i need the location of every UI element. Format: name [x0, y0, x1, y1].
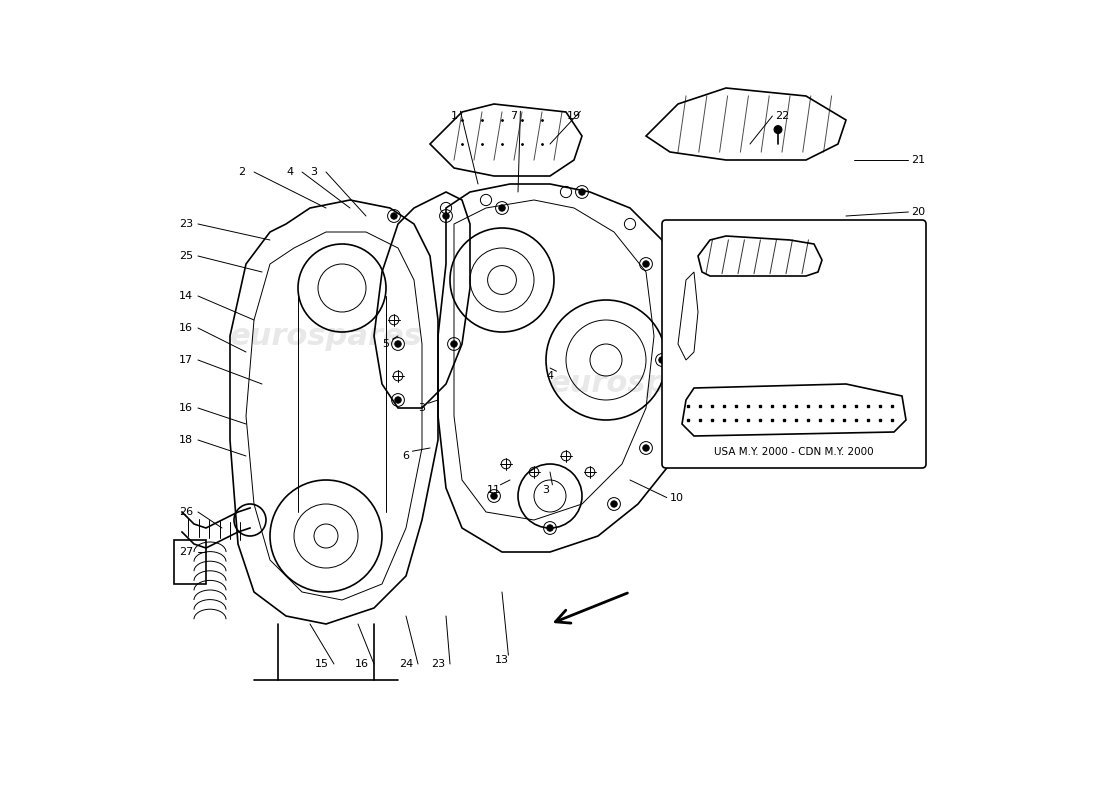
Text: 25: 25	[179, 251, 194, 261]
Text: 21: 21	[911, 155, 925, 165]
Text: 11: 11	[487, 485, 500, 494]
Text: 13: 13	[495, 655, 509, 665]
Text: 18: 18	[179, 435, 194, 445]
Text: 21: 21	[707, 394, 721, 403]
Text: 10: 10	[670, 493, 683, 502]
Text: 20: 20	[911, 207, 925, 217]
Text: 7: 7	[510, 111, 518, 121]
Circle shape	[498, 205, 505, 211]
Text: 14: 14	[179, 291, 194, 301]
Text: 4: 4	[286, 167, 294, 177]
Text: 24: 24	[399, 659, 414, 669]
Circle shape	[395, 341, 402, 347]
Text: 3: 3	[310, 167, 318, 177]
Text: 29: 29	[707, 299, 721, 309]
Text: 1: 1	[451, 111, 458, 121]
Text: USA M.Y. 2000 - CDN M.Y. 2000: USA M.Y. 2000 - CDN M.Y. 2000	[714, 447, 873, 457]
Text: eurospares: eurospares	[550, 370, 742, 398]
FancyArrowPatch shape	[556, 593, 627, 623]
Circle shape	[610, 501, 617, 507]
FancyBboxPatch shape	[662, 220, 926, 468]
Text: 19: 19	[566, 111, 581, 121]
Text: 9: 9	[698, 426, 705, 435]
Text: 12: 12	[911, 351, 925, 361]
Circle shape	[395, 397, 402, 403]
Text: 22: 22	[774, 111, 789, 121]
Text: 20: 20	[727, 394, 740, 403]
Text: 28: 28	[741, 303, 755, 313]
Circle shape	[659, 357, 666, 363]
Text: 6: 6	[403, 451, 409, 461]
Text: 30: 30	[829, 339, 843, 349]
Text: 8: 8	[720, 426, 728, 435]
Text: 15: 15	[315, 659, 329, 669]
Text: 23: 23	[179, 219, 194, 229]
Text: 5: 5	[383, 339, 389, 349]
Circle shape	[547, 525, 553, 531]
Text: 31: 31	[806, 339, 820, 349]
Text: 16: 16	[179, 323, 192, 333]
Text: 3: 3	[542, 485, 550, 494]
Circle shape	[579, 189, 585, 195]
Text: 26: 26	[179, 507, 194, 517]
Circle shape	[642, 261, 649, 267]
Text: 27: 27	[179, 547, 194, 557]
Circle shape	[642, 445, 649, 451]
Circle shape	[443, 213, 449, 219]
Text: eurospares: eurospares	[230, 322, 422, 350]
Text: 3: 3	[418, 403, 426, 413]
Text: 16: 16	[179, 403, 192, 413]
Circle shape	[491, 493, 497, 499]
Text: 2: 2	[239, 167, 245, 177]
Circle shape	[774, 126, 782, 134]
Text: 4: 4	[547, 371, 553, 381]
Circle shape	[451, 341, 458, 347]
Text: 17: 17	[179, 355, 194, 365]
Text: 23: 23	[431, 659, 446, 669]
Text: 16: 16	[355, 659, 368, 669]
Circle shape	[390, 213, 397, 219]
